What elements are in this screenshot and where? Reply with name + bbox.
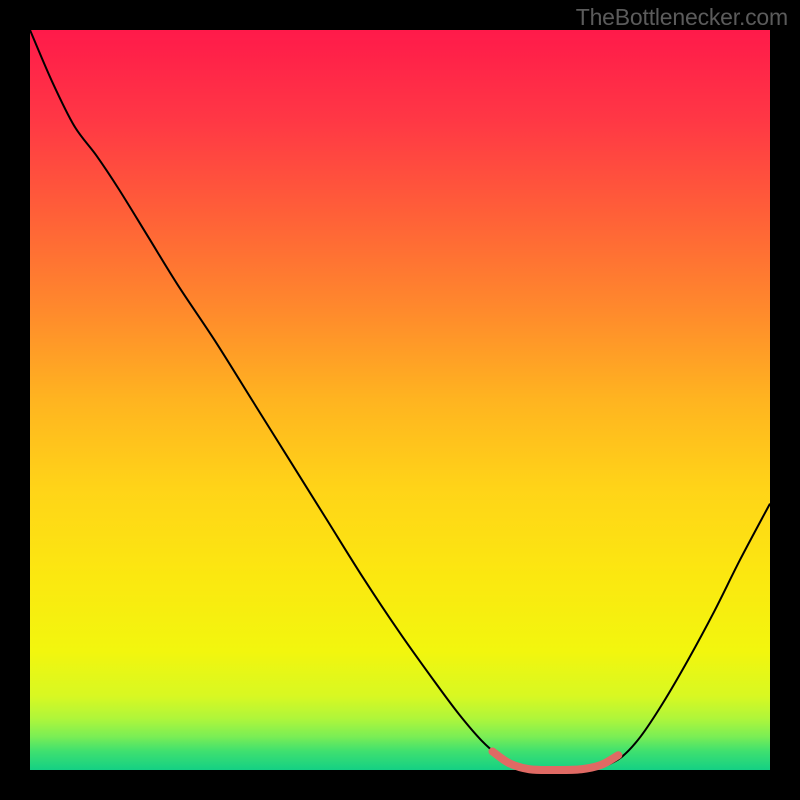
chart-root: TheBottlenecker.com xyxy=(0,0,800,800)
watermark-text: TheBottlenecker.com xyxy=(576,4,788,31)
plot-background xyxy=(30,30,770,770)
bottleneck-chart xyxy=(0,0,800,800)
